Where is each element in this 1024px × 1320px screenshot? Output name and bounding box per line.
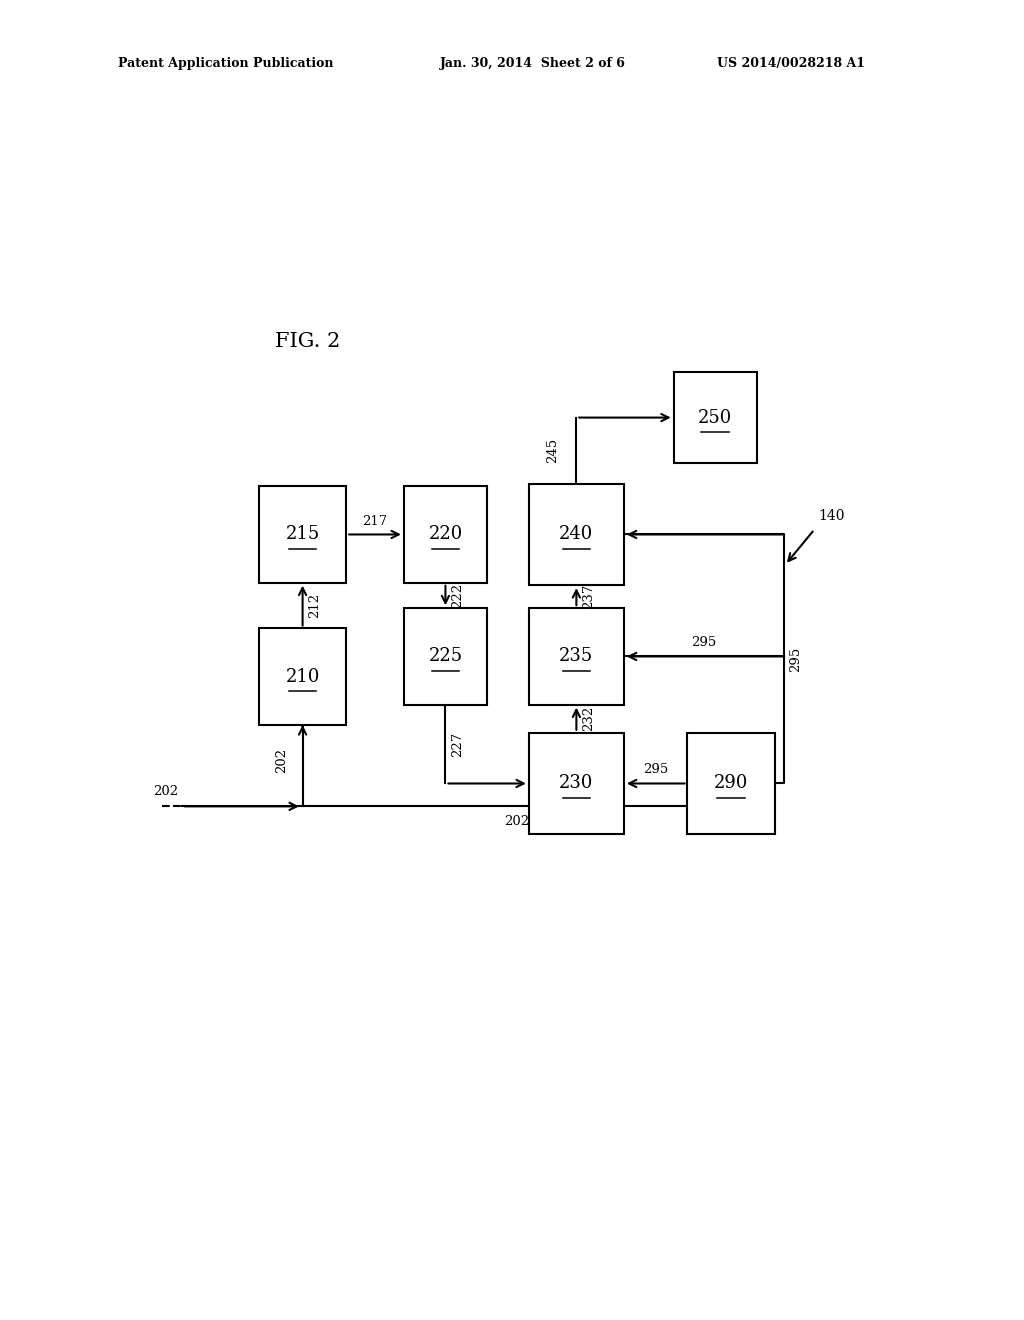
Text: Patent Application Publication: Patent Application Publication xyxy=(118,57,333,70)
Text: 227: 227 xyxy=(451,731,464,756)
Text: 220: 220 xyxy=(428,525,463,544)
Bar xyxy=(674,372,757,463)
Text: US 2014/0028218 A1: US 2014/0028218 A1 xyxy=(717,57,865,70)
Text: 222: 222 xyxy=(451,583,464,609)
Text: 235: 235 xyxy=(559,647,594,665)
Bar xyxy=(403,486,487,582)
Bar xyxy=(259,486,346,582)
Text: 140: 140 xyxy=(818,510,845,523)
Bar xyxy=(528,483,624,585)
Text: 232: 232 xyxy=(582,706,595,731)
Bar xyxy=(528,733,624,834)
Text: 215: 215 xyxy=(286,525,319,544)
Bar xyxy=(687,733,775,834)
Text: 237: 237 xyxy=(582,583,595,610)
Text: 290: 290 xyxy=(714,775,749,792)
Bar xyxy=(259,628,346,725)
Text: 217: 217 xyxy=(362,515,388,528)
Text: Jan. 30, 2014  Sheet 2 of 6: Jan. 30, 2014 Sheet 2 of 6 xyxy=(440,57,627,70)
Text: 240: 240 xyxy=(559,525,594,544)
Text: FIG. 2: FIG. 2 xyxy=(274,331,340,351)
Text: 245: 245 xyxy=(546,438,559,463)
Bar xyxy=(403,609,487,705)
Text: 202: 202 xyxy=(504,816,529,828)
Bar xyxy=(528,609,624,705)
Text: 202: 202 xyxy=(153,784,178,797)
Text: 225: 225 xyxy=(428,647,463,665)
Text: 210: 210 xyxy=(286,668,319,686)
Text: 202: 202 xyxy=(275,748,289,774)
Text: 230: 230 xyxy=(559,775,594,792)
Text: 295: 295 xyxy=(643,763,669,776)
Text: 295: 295 xyxy=(790,647,802,672)
Text: 295: 295 xyxy=(691,636,717,648)
Text: 250: 250 xyxy=(698,409,732,426)
Text: 212: 212 xyxy=(308,593,322,618)
